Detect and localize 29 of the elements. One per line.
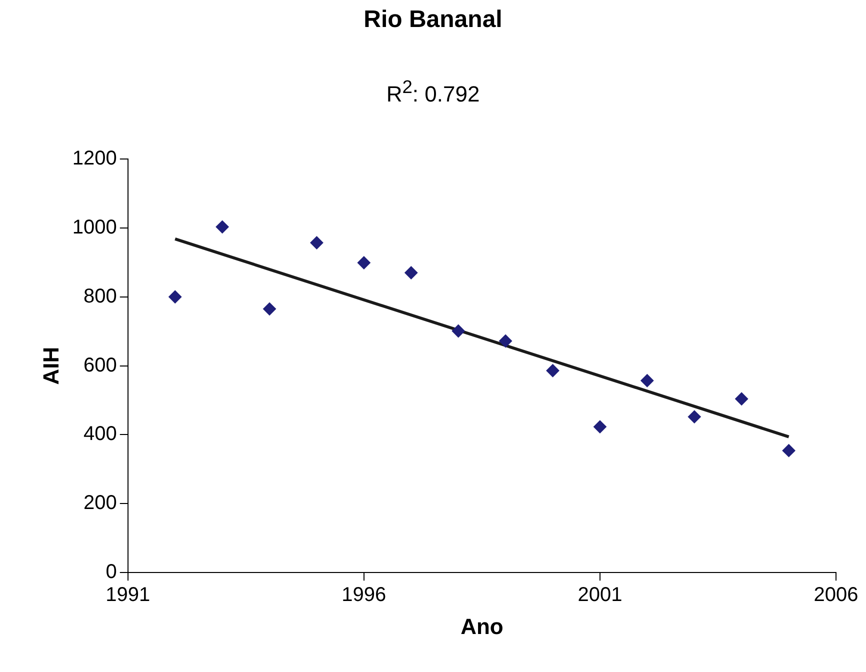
y-tick-label: 0 (106, 561, 117, 584)
point (357, 256, 370, 270)
point (640, 374, 654, 388)
y-tick-label: 400 (84, 423, 117, 446)
point (263, 302, 276, 316)
y-tick-label: 200 (84, 492, 117, 514)
point (688, 410, 701, 424)
y-tick-label: 1000 (72, 216, 117, 238)
point (499, 334, 512, 348)
point (735, 392, 748, 406)
y-tick-label: 800 (84, 285, 117, 308)
point (404, 266, 418, 280)
point (452, 324, 465, 338)
y-tick-label: 1200 (72, 148, 117, 170)
point (593, 420, 606, 434)
point (168, 290, 182, 304)
chart-title: Rio Bananal (362, 6, 504, 34)
x-tick-label: 1996 (342, 584, 386, 606)
x-tick-label: 2006 (814, 584, 858, 606)
x-axis-title: Ano (460, 614, 504, 639)
y-axis-title: AIH (38, 346, 64, 385)
point (310, 236, 324, 250)
x-tick-label: 1991 (106, 584, 150, 606)
chart-subtitle: R$^{2}$: 0.792 (385, 76, 481, 108)
x-tick-label: 2001 (578, 584, 622, 606)
point (546, 364, 560, 378)
point (216, 220, 229, 234)
point (782, 444, 796, 458)
y-tick-label: 600 (84, 354, 117, 376)
